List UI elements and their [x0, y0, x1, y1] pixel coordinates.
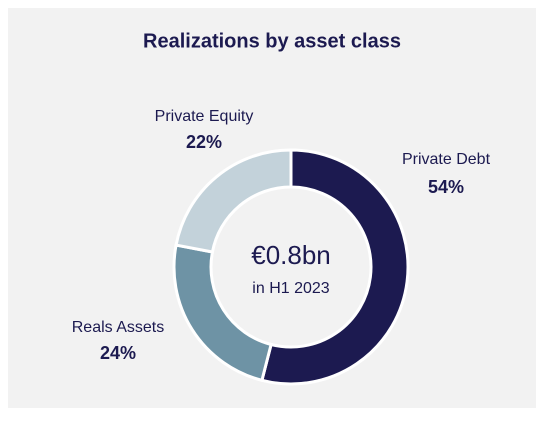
- center-sublabel: in H1 2023: [252, 280, 329, 297]
- slice-value-label: 22%: [186, 132, 222, 152]
- donut-slice: [174, 148, 293, 254]
- donut-slice: [260, 148, 410, 386]
- slice-value-label: 54%: [428, 177, 464, 197]
- panel: [8, 8, 536, 408]
- slice-value-label: 24%: [100, 343, 136, 363]
- chart-title: Realizations by asset class: [143, 30, 401, 52]
- slice-name: Private Debt: [402, 151, 491, 168]
- slice-name: Reals Assets: [72, 319, 164, 336]
- slice-name: Private Equity: [155, 108, 254, 125]
- center-label: €0.8bn: [251, 240, 331, 270]
